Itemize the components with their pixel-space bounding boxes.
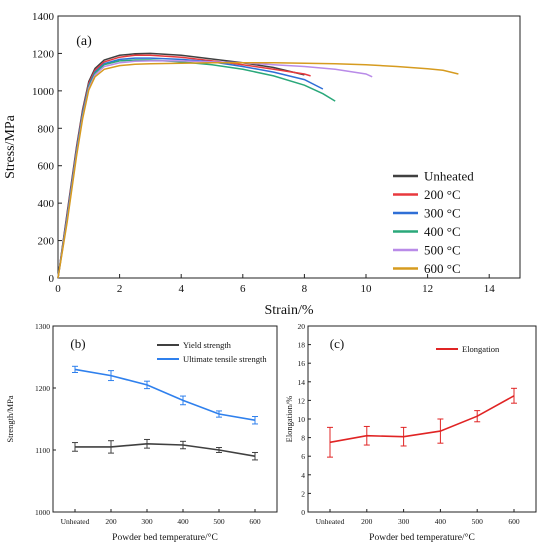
y-tick-label: 0	[301, 508, 305, 517]
series-line	[57, 62, 459, 279]
legend-label: Elongation	[462, 344, 500, 354]
plot-frame	[57, 15, 521, 279]
y-axis-label: Strength/MPa	[5, 395, 15, 442]
x-tick-label: Unheated	[61, 517, 90, 526]
x-tick-label: 12	[422, 283, 433, 295]
panel-b: Unheated 200 300 400 500 600 1000 1100 1200 1300 P…	[5, 322, 278, 543]
x-tick-label: 300	[141, 517, 153, 526]
y-tick-label: 16	[298, 359, 306, 368]
x-axis-label: Powder bed temperature/°C	[369, 532, 475, 543]
x-tick-label: 4	[178, 283, 184, 295]
series-line	[74, 368, 256, 421]
x-tick-label: 2	[117, 283, 123, 295]
y-tick-label: 0	[49, 273, 55, 285]
y-tick-label: 800	[38, 123, 55, 135]
series-line	[75, 442, 256, 457]
y-tick-label: 1300	[35, 322, 50, 331]
legend-label: 500 °C	[424, 243, 461, 258]
legend-label: 200 °C	[424, 187, 461, 202]
y-tick-label: 600	[38, 161, 55, 173]
y-tick-label: 1000	[32, 86, 55, 98]
x-tick-label: 8	[302, 283, 308, 295]
x-tick-label: 6	[240, 283, 246, 295]
legend-label: Unheated	[424, 169, 474, 184]
legend-label: Ultimate tensile strength	[183, 354, 267, 364]
y-tick-label: 1200	[32, 48, 55, 60]
x-tick-label: 600	[508, 517, 520, 526]
legend-label: 300 °C	[424, 206, 461, 221]
x-tick-label: 200	[361, 517, 373, 526]
plot-frame	[52, 325, 278, 513]
y-tick-label: 2	[301, 489, 305, 498]
y-axis-label: Stress/MPa	[3, 114, 18, 179]
plot-frame	[307, 325, 537, 513]
x-axis-label: Strain/%	[265, 303, 314, 318]
panel-c: Unheated 200 300 400 500 600 0 2 4 6 8 10 12 14 16 18 20…	[284, 322, 537, 543]
series-line	[57, 57, 324, 279]
panel-label: (c)	[330, 336, 344, 351]
series-line	[57, 59, 336, 279]
x-tick-label: 600	[249, 517, 261, 526]
series-line	[329, 395, 515, 444]
y-tick-label: 1100	[35, 446, 50, 455]
x-tick-label: 10	[361, 283, 373, 295]
x-tick-label: Unheated	[316, 517, 345, 526]
y-tick-label: 1200	[35, 384, 50, 393]
series-line	[57, 54, 311, 279]
panel-label: (a)	[76, 34, 92, 49]
legend-label: 600 °C	[424, 261, 461, 276]
x-tick-label: 200	[105, 517, 117, 526]
x-tick-label: 400	[177, 517, 189, 526]
legend: Elongation	[436, 344, 500, 354]
x-tick-label: 14	[484, 283, 496, 295]
y-tick-label: 12	[298, 396, 306, 405]
x-tick-label: 500	[213, 517, 225, 526]
legend-label: 400 °C	[424, 224, 461, 239]
x-tick-label: 500	[472, 517, 484, 526]
y-tick-label: 1400	[32, 11, 55, 23]
y-tick-label: 1000	[35, 508, 50, 517]
y-tick-label: 20	[298, 322, 306, 331]
y-tick-label: 200	[38, 236, 55, 248]
y-axis-label: Elongation/%	[284, 396, 294, 443]
legend-label: Yield strength	[183, 340, 232, 350]
y-tick-label: 14	[298, 378, 306, 387]
panel-a: 0 2 4 6 8 10 12 14 0 200 400 600 800 1000 1200 1400 Stra…	[3, 11, 521, 318]
panel-label: (b)	[70, 336, 85, 351]
y-tick-label: 4	[301, 471, 305, 480]
x-axis-label: Powder bed temperature/°C	[112, 532, 218, 543]
x-tick-label: 300	[398, 517, 410, 526]
y-tick-label: 18	[298, 341, 306, 350]
y-tick-label: 6	[301, 452, 305, 461]
series-line	[57, 52, 305, 279]
y-tick-label: 400	[38, 198, 55, 210]
legend: Unheated 200 °C 300 °C 400 °C 500 °C 600 °C	[393, 169, 474, 276]
x-tick-label: 0	[55, 283, 61, 295]
x-tick-label: 400	[435, 517, 447, 526]
y-tick-label: 10	[298, 415, 306, 424]
series-line	[57, 60, 373, 279]
legend: Yield strength Ultimate tensile strength	[157, 340, 267, 364]
y-tick-label: 8	[301, 434, 305, 443]
